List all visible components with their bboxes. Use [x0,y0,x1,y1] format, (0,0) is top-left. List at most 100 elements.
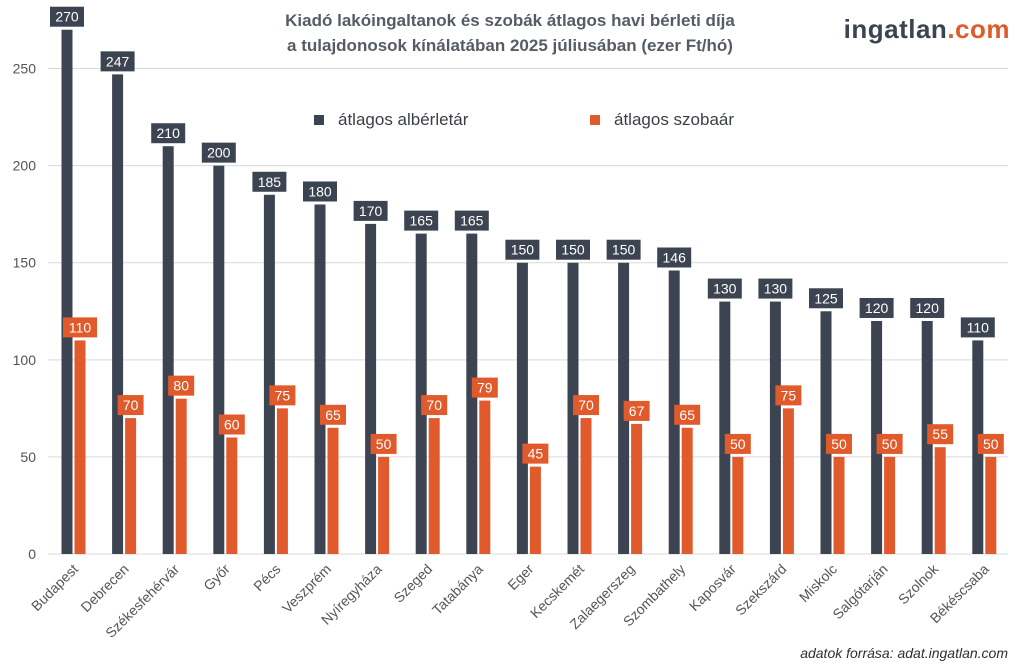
data-label-room-box [674,404,701,425]
data-label-room-box [117,395,144,416]
bar-room [833,456,845,554]
data-label-room: 60 [224,416,240,432]
data-label-rent-box [252,171,287,192]
x-tick-label: Pécs [250,561,283,594]
bar-room [276,408,288,554]
data-label-room-box [623,400,650,421]
bar-rent [213,165,225,555]
data-label-room: 70 [578,397,594,413]
data-label-rent: 120 [865,300,889,316]
bar-room [327,427,339,554]
data-label-room-box [927,424,954,445]
data-label-rent: 146 [663,249,687,265]
data-label-room: 70 [123,397,139,413]
x-tick-label: Kaposvár [686,561,739,614]
data-label-rent: 170 [359,203,383,219]
x-tick-label: Tatabánya [429,561,486,618]
x-tick-label: Győr [200,561,233,594]
data-label-rent-box [303,181,337,202]
data-label-rent: 150 [511,242,535,258]
bar-room [125,418,137,554]
data-label-rent: 200 [207,145,231,161]
y-tick-label: 0 [28,546,36,562]
bar-room [529,466,541,554]
bar-rent [314,204,326,555]
chart-title: Kiadó lakóingaltanok és szobák átlagos h… [200,8,820,58]
y-tick-label: 200 [13,158,37,174]
data-label-room-box [522,443,549,464]
data-label-rent: 247 [106,53,130,69]
x-tick-label: Miskolc [796,561,840,605]
chart-title-line-1: Kiadó lakóingaltanok és szobák átlagos h… [285,11,735,30]
data-label-room-box [876,433,903,454]
bar-rent [769,301,781,554]
bar-room [580,418,592,554]
data-label-rent-box [454,210,489,231]
bar-room [985,456,997,554]
data-label-rent: 130 [764,281,788,297]
data-label-rent: 110 [967,319,990,335]
data-label-room: 45 [528,446,544,462]
y-tick-label: 250 [13,61,37,77]
data-label-room-box [320,404,346,425]
data-label-room: 67 [629,403,645,419]
bar-room [934,447,946,554]
data-label-rent-box [707,278,742,299]
bar-room [782,408,794,554]
data-label-rent: 165 [410,213,434,229]
legend-swatch-room [590,115,600,125]
x-tick-label: Szolnok [895,560,942,607]
data-label-room-box [826,433,852,454]
brand-logo-part-2: .com [947,14,1010,44]
data-label-rent: 165 [460,213,484,229]
bar-room [884,456,896,554]
bar-rent [415,233,427,554]
data-label-room: 55 [932,426,948,442]
data-label-room: 50 [376,436,392,452]
bar-rent [112,74,124,554]
data-label-room: 50 [882,436,898,452]
chart-title-line-2: a tulajdonosok kínálatában 2025 júliusáb… [287,36,733,55]
brand-logo-part-1: ingatlan [843,14,948,44]
data-label-rent-box [50,6,84,27]
data-label-room: 65 [325,407,341,423]
data-label-room-box [63,317,97,338]
data-label-room: 79 [477,380,493,396]
data-label-rent-box [859,297,894,318]
data-label-rent: 150 [612,242,636,258]
x-tick-label: Szeged [390,561,435,606]
data-label-rent-box [758,278,793,299]
data-label-rent-box [100,51,135,72]
x-tick-label: Salgótarján [829,561,890,622]
data-label-room-box [218,414,245,435]
bar-room [732,456,744,554]
x-tick-label: Budapest [28,561,81,614]
data-label-rent: 210 [157,125,181,141]
data-label-rent: 125 [814,290,838,306]
data-label-room: 70 [426,397,442,413]
data-label-room: 65 [679,407,695,423]
legend-item-room: átlagos szobaár [590,110,734,130]
data-label-rent-box [960,317,995,338]
data-label-rent: 150 [561,242,585,258]
data-label-room-box [775,385,802,406]
y-tick-label: 150 [13,255,37,271]
data-label-rent-box [151,123,186,144]
data-label-rent: 120 [916,300,940,316]
data-label-rent-box [910,297,945,318]
bar-rent [516,262,528,554]
legend-item-rent: átlagos albérletár [314,110,468,130]
x-tick-label: Eger [504,561,536,593]
bar-rent [162,146,174,554]
data-label-room: 50 [983,436,999,452]
bar-room [74,340,86,554]
data-label-rent-box [809,288,843,309]
data-label-rent-box [657,247,692,268]
data-label-rent-box [201,142,236,163]
data-label-room: 75 [781,387,797,403]
data-label-rent: 130 [713,281,737,297]
bar-rent [365,223,377,554]
y-tick-label: 50 [20,449,36,465]
data-label-rent-box [505,239,540,260]
